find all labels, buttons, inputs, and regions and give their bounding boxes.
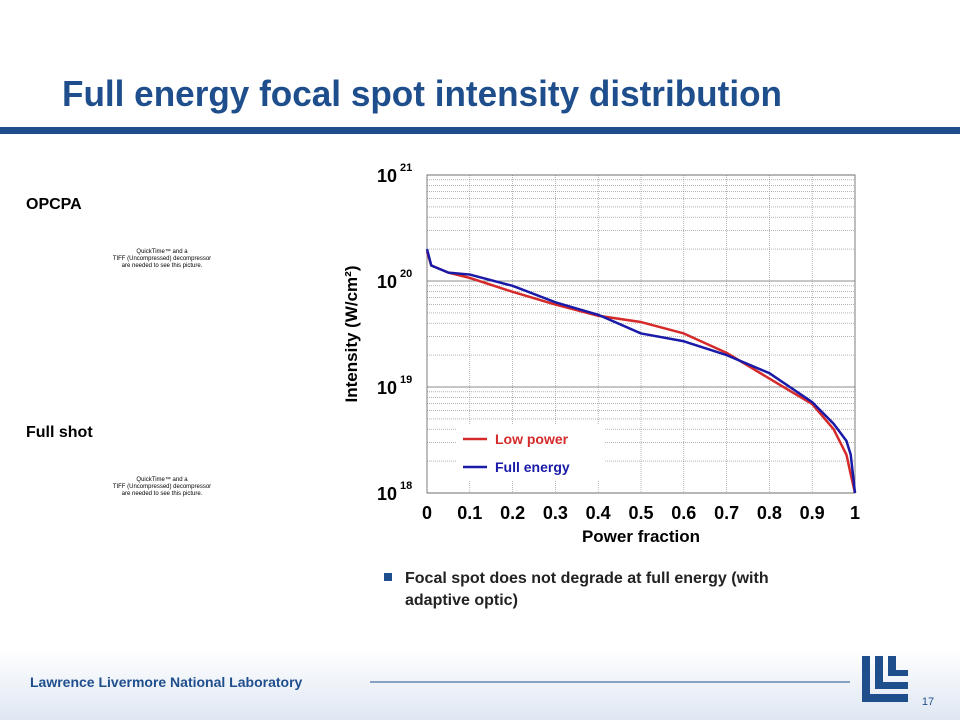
page-number: 17 [922,696,934,708]
series-line [425,248,857,494]
y-tick-label: 10 [377,272,397,292]
placeholder-text: TIFF (Uncompressed) decompressor [113,256,211,262]
placeholder-text: are needed to see this picture. [122,263,203,269]
x-tick-label: 0.8 [757,503,782,523]
y-tick-label: 10 [377,484,397,504]
x-tick-label: 0.2 [500,503,525,523]
placeholder-text: QuickTime™ and a [136,476,188,483]
placeholder-text: are needed to see this picture. [122,491,203,497]
legend-label: Full energy [495,459,570,475]
x-axis-label: Power fraction [582,527,700,546]
legend-label: Low power [495,431,569,447]
x-tick-label: 1 [850,503,860,523]
slide-title: Full energy focal spot intensity distrib… [62,73,782,114]
footer-band [0,648,960,720]
x-tick-label: 0.3 [543,503,568,523]
y-tick-label: 10 [377,378,397,398]
x-tick-label: 0.5 [628,503,653,523]
y-tick-exponent: 20 [400,268,412,280]
y-tick-label: 10 [377,166,397,186]
bullet-marker [384,573,392,581]
y-axis-label: Intensity (W/cm²) [342,266,361,403]
y-tick-exponent: 19 [400,374,412,386]
panel-label: OPCPA [26,196,82,213]
x-tick-label: 0.7 [714,503,739,523]
x-tick-label: 0.6 [671,503,696,523]
y-tick-exponent: 18 [400,480,412,492]
series-line [425,251,857,494]
bullet-text: Focal spot does not degrade at full ener… [405,570,769,609]
footer-org: Lawrence Livermore National Laboratory [30,674,303,690]
placeholder-text: TIFF (Uncompressed) decompressor [113,484,211,490]
logo [862,656,908,702]
x-tick-label: 0.9 [800,503,825,523]
legend-box [457,425,605,481]
placeholder-text: QuickTime™ and a [136,248,188,255]
title-bar [0,127,960,134]
panel-label: Full shot [26,424,93,441]
x-tick-label: 0 [422,503,432,523]
x-tick-label: 0.1 [457,503,482,523]
y-tick-exponent: 21 [400,162,412,174]
x-tick-label: 0.4 [586,503,611,523]
